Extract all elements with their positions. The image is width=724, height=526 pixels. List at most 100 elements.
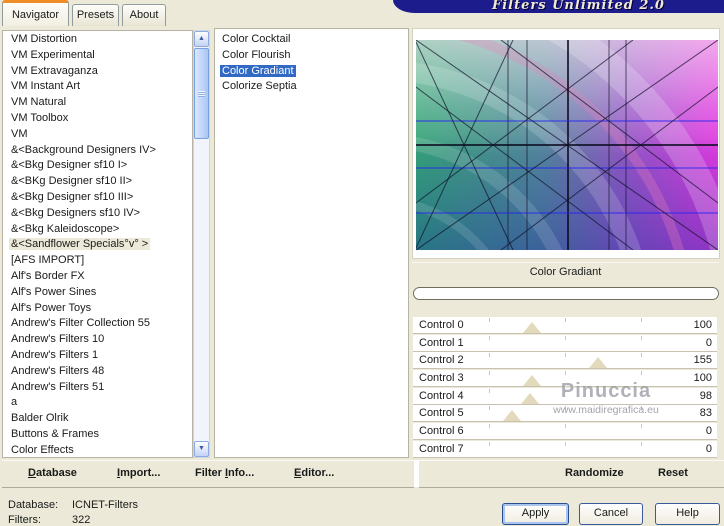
cancel-button[interactable]: Cancel	[579, 503, 643, 525]
category-item[interactable]: Andrew's Filters 51	[11, 380, 105, 393]
category-item[interactable]: Balder Olrik	[11, 412, 69, 425]
scroll-thumb-grip-icon	[198, 91, 205, 97]
control-row[interactable]: Control 1 0	[413, 334, 717, 351]
control-row[interactable]: Control 5 83	[413, 405, 717, 422]
category-item[interactable]: VM Distortion	[11, 33, 78, 45]
control-label: Control 7	[419, 442, 464, 455]
scroll-thumb[interactable]	[194, 48, 209, 139]
control-label: Control 2	[419, 354, 464, 367]
tick-mark	[641, 406, 642, 411]
category-item[interactable]: &<Bkg Designers sf10 IV>	[11, 206, 141, 219]
toolbar-database-button[interactable]: Database	[28, 467, 77, 479]
status-filters-label: Filters:	[8, 514, 41, 526]
toolbar-filter-info-button[interactable]: Filter Info...	[195, 467, 255, 479]
apply-button[interactable]: Apply	[502, 503, 569, 525]
tick-mark	[565, 388, 566, 393]
control-row[interactable]: Control 2 155	[413, 352, 717, 369]
category-item[interactable]: VM Extravaganza	[11, 64, 98, 77]
tab-navigator[interactable]: Navigator	[2, 0, 69, 26]
tick-mark	[489, 424, 490, 429]
slider-thumb-icon[interactable]	[502, 410, 521, 422]
tick-mark	[565, 406, 566, 411]
category-list[interactable]: VM Distortion VM Experimental VM Extravaga…	[2, 30, 193, 458]
category-item[interactable]: &<Background Designers IV>	[11, 143, 156, 156]
category-item[interactable]: a	[11, 396, 18, 409]
status-filters-value: 322	[72, 514, 91, 526]
category-item[interactable]: VM	[11, 127, 28, 140]
category-item[interactable]: VM Natural	[11, 96, 67, 109]
category-item[interactable]: VM Experimental	[11, 48, 95, 61]
control-label: Control 3	[419, 372, 464, 385]
control-value: 0	[705, 442, 712, 455]
category-item[interactable]: &<Bkg Designer sf10 III>	[11, 190, 134, 203]
toolbar-right: Randomize Reset	[419, 460, 724, 488]
category-item[interactable]: Alf's Power Toys	[11, 301, 92, 314]
category-item[interactable]: Andrew's Filter Collection 55	[11, 317, 151, 330]
toolbar-divider	[414, 460, 419, 487]
category-item[interactable]: &<BKg Designer sf10 II>	[11, 175, 133, 188]
tick-mark	[489, 388, 490, 393]
control-row[interactable]: Control 0 100	[413, 317, 717, 333]
toolbar-left: Database Import... Filter Info... Editor...	[2, 460, 414, 488]
control-row[interactable]: Control 7 0	[413, 440, 717, 457]
control-label: Control 0	[419, 319, 464, 331]
toolbar-editor-button[interactable]: Editor...	[294, 467, 335, 479]
preview-pane	[412, 28, 720, 259]
tick-mark	[565, 371, 566, 376]
toolbar-randomize-button[interactable]: Randomize	[565, 467, 624, 479]
control-label: Control 5	[419, 407, 464, 420]
category-item[interactable]: Andrew's Filters 10	[11, 333, 105, 346]
control-value: 100	[693, 372, 712, 385]
category-item[interactable]: Buttons & Frames	[11, 427, 100, 440]
control-row[interactable]: Control 3 100	[413, 370, 717, 387]
scroll-down-icon[interactable]: ▼	[194, 441, 209, 457]
filter-item[interactable]: Color Flourish	[222, 48, 291, 61]
category-item[interactable]: VM Toolbox	[11, 111, 69, 124]
category-item[interactable]: Andrew's Filters 48	[11, 364, 105, 377]
category-item[interactable]: Alf's Border FX	[11, 269, 85, 282]
control-value: 83	[699, 407, 712, 420]
toolbar-reset-button[interactable]: Reset	[658, 467, 688, 479]
control-value: 0	[705, 336, 712, 349]
tab-presets[interactable]: Presets	[72, 4, 119, 26]
slider-thumb-icon[interactable]	[588, 357, 607, 369]
category-item[interactable]: &<Bkg Kaleidoscope>	[11, 222, 120, 235]
tick-mark	[489, 318, 490, 322]
app-title: Filters Unlimited 2.0	[492, 0, 665, 13]
control-row[interactable]: Control 6 0	[413, 423, 717, 440]
slider-thumb-icon[interactable]	[520, 392, 539, 404]
toolbar-import-button[interactable]: Import...	[117, 467, 161, 479]
filter-caption: Color Gradiant	[412, 262, 719, 282]
control-value: 100	[693, 319, 712, 331]
tick-mark	[489, 335, 490, 340]
tab-about[interactable]: About	[122, 4, 166, 26]
filter-item[interactable]: Colorize Septia	[222, 80, 297, 93]
controls-list: Control 0 100 Control 1 0 Control 2 155 Contro…	[413, 317, 717, 459]
filter-item[interactable]: Color Gradiant	[220, 64, 296, 77]
category-item[interactable]: VM Instant Art	[11, 80, 81, 93]
filter-item[interactable]: Color Cocktail	[222, 33, 291, 45]
category-item[interactable]: &<Sandflower Specials°v° >	[9, 238, 151, 251]
control-label: Control 1	[419, 336, 464, 349]
tick-mark	[489, 353, 490, 358]
filter-list[interactable]: Color Cocktail Color Flourish Color Gradia…	[214, 28, 409, 458]
status-database-value: ICNET-Filters	[72, 499, 138, 511]
help-button[interactable]: Help	[655, 503, 720, 525]
category-scrollbar[interactable]: ▲ ▼	[193, 30, 210, 458]
category-item[interactable]: Andrew's Filters 1	[11, 348, 99, 361]
tick-mark	[565, 335, 566, 340]
control-value: 155	[693, 354, 712, 367]
progress-bar	[413, 287, 719, 300]
control-value: 0	[705, 425, 712, 438]
preview-image[interactable]	[416, 40, 718, 250]
category-item[interactable]: &<Bkg Designer sf10 I>	[11, 159, 128, 172]
control-row[interactable]: Control 4 98	[413, 387, 717, 404]
scroll-up-icon[interactable]: ▲	[194, 31, 209, 47]
category-item[interactable]: Color Effects	[11, 443, 74, 456]
tick-mark	[565, 441, 566, 446]
slider-thumb-icon[interactable]	[523, 322, 542, 333]
category-item[interactable]: [AFS IMPORT]	[11, 254, 85, 267]
slider-thumb-icon[interactable]	[523, 375, 542, 387]
control-label: Control 6	[419, 425, 464, 438]
category-item[interactable]: Alf's Power Sines	[11, 285, 97, 298]
